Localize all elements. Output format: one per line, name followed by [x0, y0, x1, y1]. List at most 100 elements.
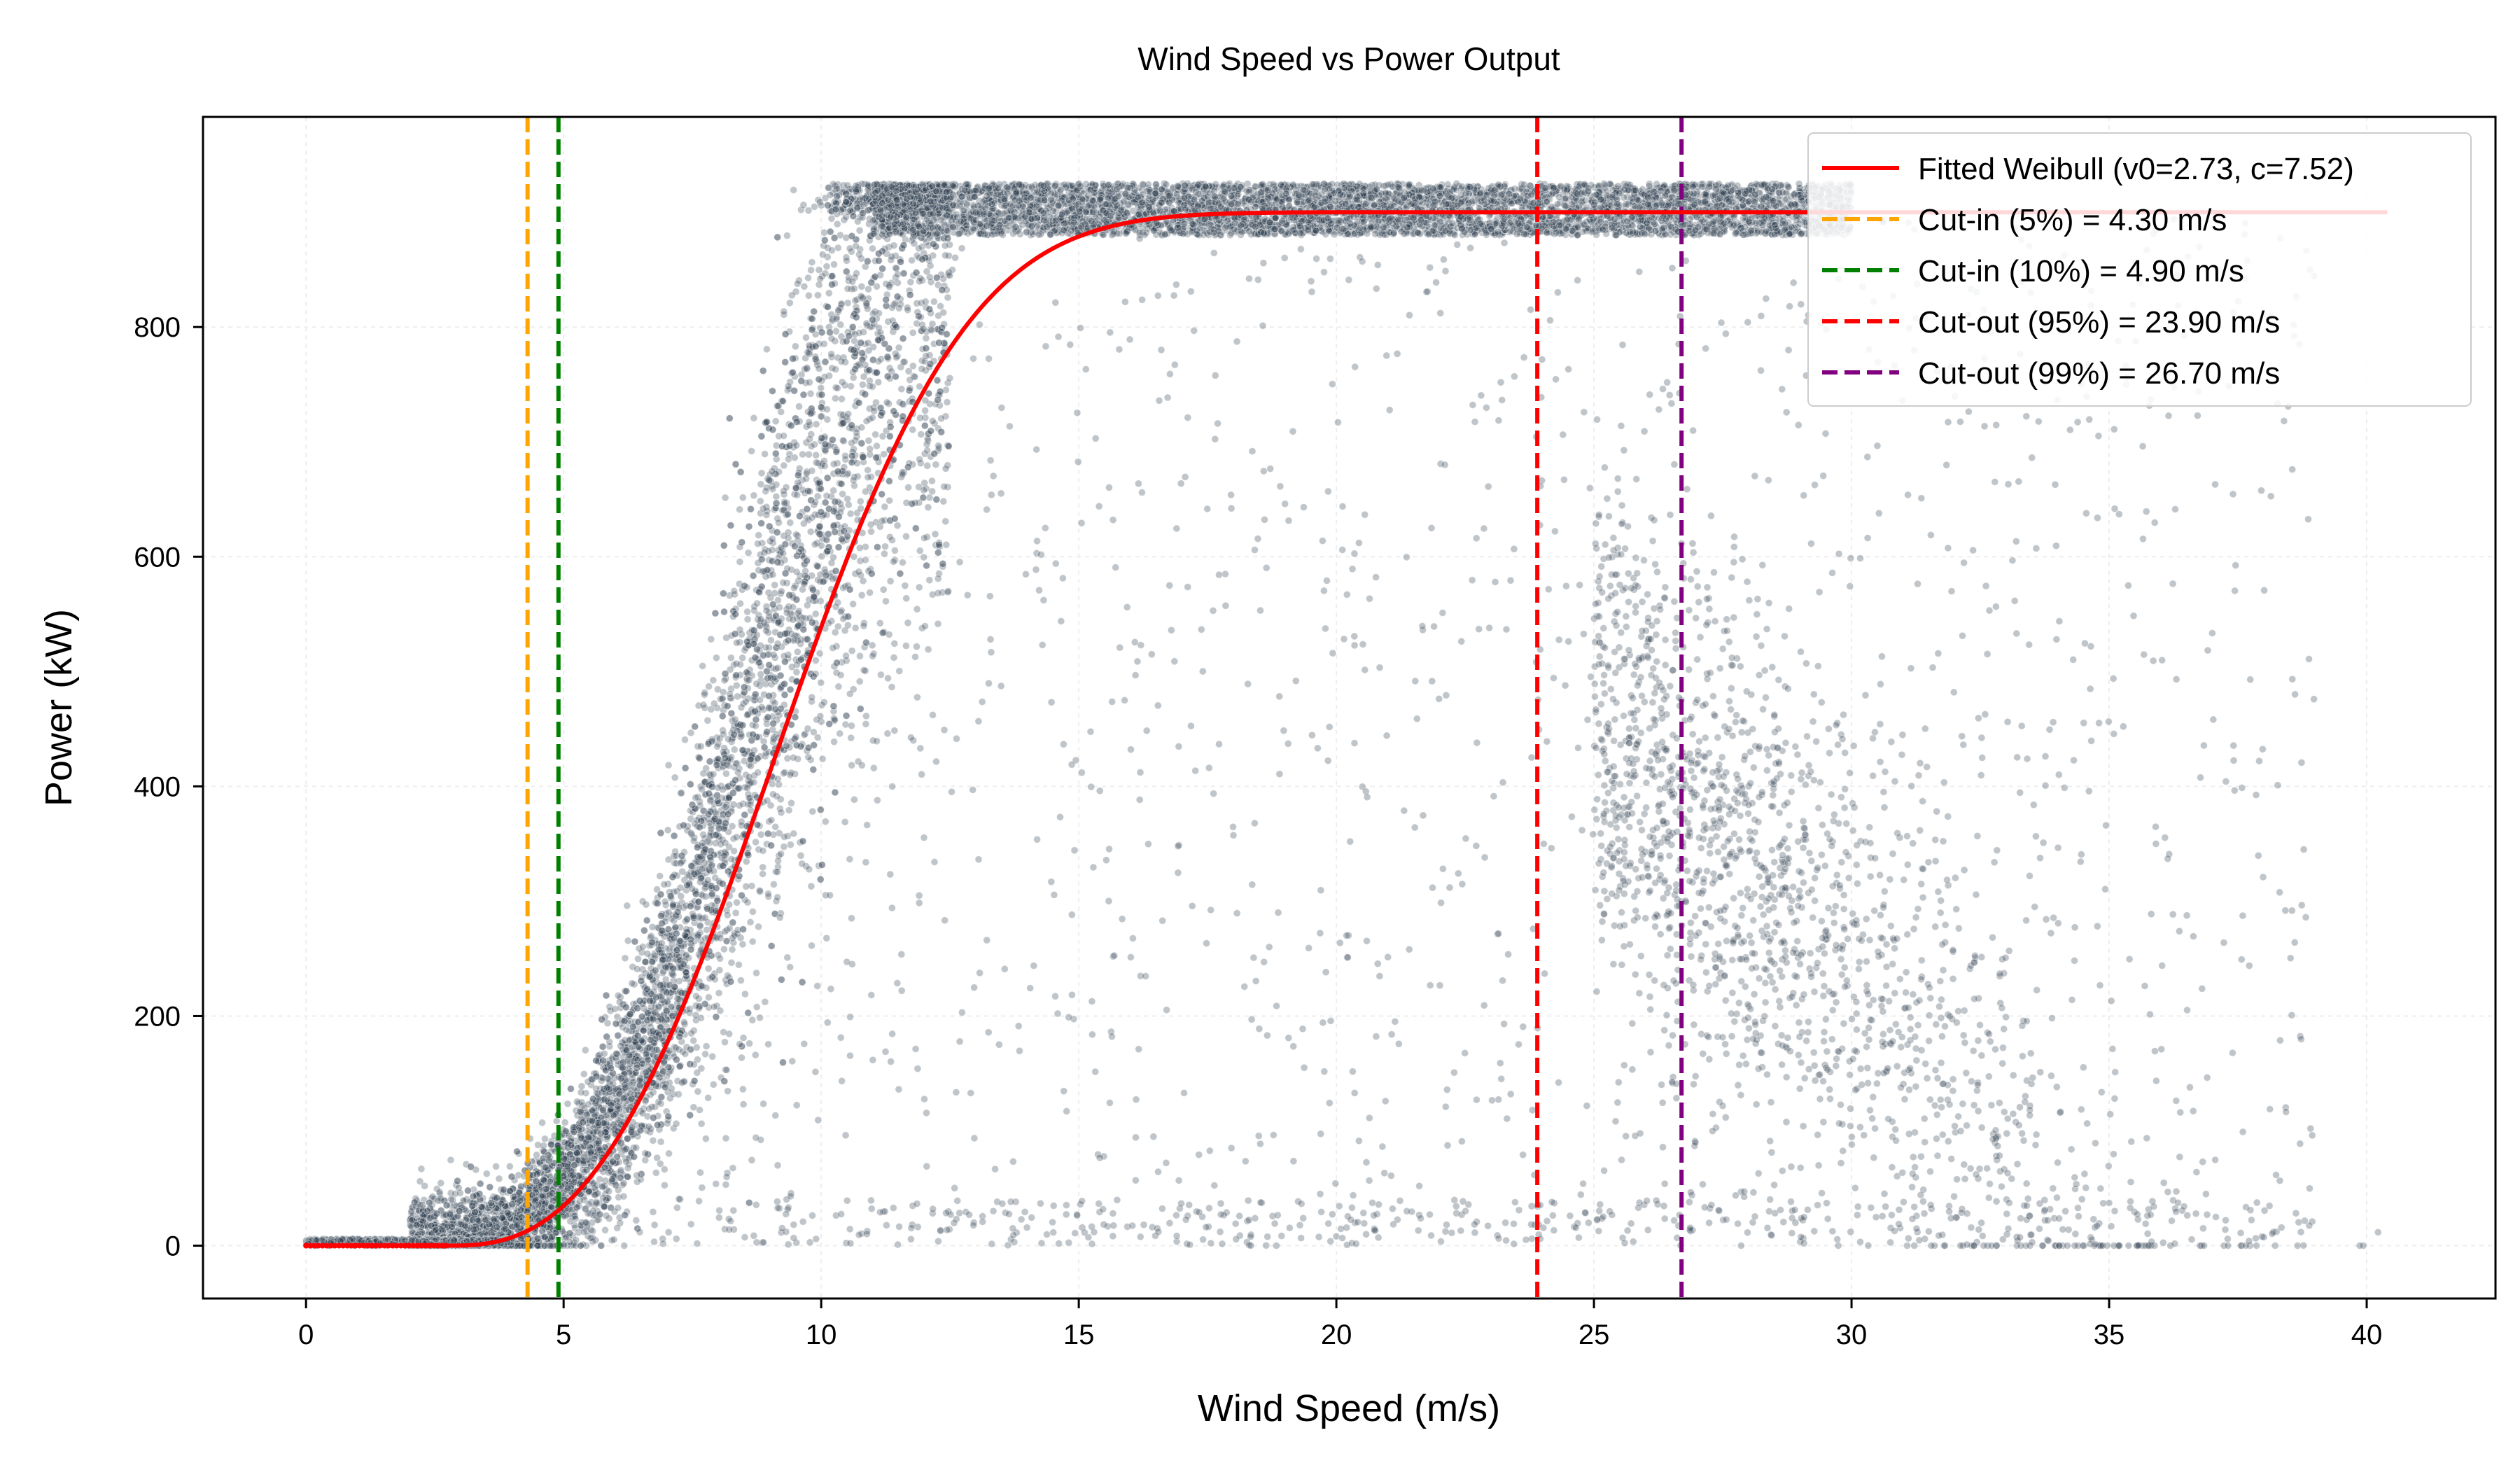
scatter-point	[544, 1198, 552, 1206]
scatter-point	[721, 669, 729, 678]
scatter-point	[774, 546, 783, 554]
scatter-point	[736, 558, 744, 566]
scatter-point	[916, 547, 924, 555]
scatter-point	[856, 497, 864, 505]
scatter-point	[817, 384, 825, 392]
scatter-point	[638, 1124, 646, 1132]
scatter-point	[725, 900, 734, 909]
scatter-point	[782, 483, 790, 491]
scatter-point	[812, 451, 820, 459]
scatter-point	[767, 566, 776, 575]
scatter-point	[915, 583, 923, 592]
scatter-point	[841, 451, 849, 460]
scatter-point	[917, 430, 925, 438]
scatter-point	[730, 587, 738, 595]
scatter-point	[447, 1195, 455, 1203]
scatter-point	[727, 654, 735, 662]
scatter-point	[699, 830, 708, 839]
scatter-point	[844, 181, 852, 190]
scatter-point	[643, 949, 652, 958]
scatter-point	[789, 753, 797, 762]
scatter-point	[788, 663, 796, 671]
scatter-point	[744, 790, 752, 798]
scatter-point	[889, 196, 897, 204]
scatter-point	[573, 1098, 581, 1106]
scatter-point	[741, 990, 749, 998]
scatter-point	[936, 197, 944, 206]
scatter-point	[853, 186, 862, 195]
scatter-point	[883, 398, 891, 407]
scatter-point	[763, 797, 771, 805]
scatter-point	[826, 547, 834, 556]
scatter-point	[769, 880, 778, 888]
scatter-point	[726, 690, 734, 698]
scatter-point	[540, 1135, 549, 1143]
scatter-point	[869, 764, 878, 772]
scatter-point	[725, 1030, 734, 1038]
scatter-point	[777, 587, 785, 596]
scatter-point	[634, 955, 642, 963]
scatter-point	[886, 283, 894, 291]
scatter-point	[738, 493, 747, 502]
scatter-point	[865, 183, 874, 190]
scatter-point	[925, 273, 934, 281]
scatter-point	[800, 731, 808, 739]
scatter-point	[614, 1032, 622, 1040]
scatter-point	[812, 458, 820, 467]
scatter-point	[666, 1094, 674, 1102]
scatter-point	[855, 226, 864, 234]
scatter-point	[823, 415, 832, 424]
scatter-point	[895, 189, 904, 197]
scatter-point	[927, 325, 935, 333]
scatter-point	[623, 902, 631, 910]
scatter-point	[709, 676, 718, 685]
scatter-point	[678, 955, 686, 964]
scatter-point	[844, 410, 853, 418]
scatter-point	[814, 526, 822, 534]
scatter-point	[661, 897, 669, 906]
scatter-point	[505, 1242, 514, 1250]
scatter-point	[674, 995, 682, 1003]
scatter-point	[805, 865, 813, 874]
scatter-point	[631, 1027, 640, 1035]
scatter-point	[861, 556, 869, 564]
scatter-point	[890, 241, 898, 250]
scatter-point	[780, 531, 788, 540]
scatter-point	[826, 891, 834, 899]
scatter-point	[694, 742, 702, 750]
scatter-point	[939, 309, 948, 316]
scatter-point	[805, 418, 813, 426]
scatter-point	[498, 1230, 506, 1238]
scatter-point	[656, 872, 664, 880]
scatter-point	[638, 1109, 647, 1117]
scatter-point	[930, 298, 938, 306]
scatter-point	[621, 954, 629, 962]
scatter-point	[945, 251, 953, 260]
scatter-point	[786, 519, 794, 527]
scatter-point	[756, 622, 764, 630]
scatter-point	[808, 571, 816, 580]
scatter-point	[659, 1077, 667, 1086]
scatter-point	[678, 789, 685, 797]
scatter-point	[560, 1230, 568, 1238]
scatter-point	[696, 742, 705, 750]
scatter-point	[435, 1188, 444, 1196]
scatter-point	[811, 540, 819, 549]
scatter-point	[767, 680, 776, 689]
scatter-point	[775, 519, 783, 527]
scatter-point	[789, 615, 797, 624]
scatter-point	[768, 467, 776, 475]
scatter-point	[615, 997, 624, 1006]
scatter-point	[752, 1003, 761, 1011]
scatter-point	[640, 1024, 649, 1032]
scatter-point	[622, 1016, 630, 1024]
scatter-point	[856, 652, 864, 660]
scatter-point	[833, 459, 841, 468]
scatter-point	[784, 455, 792, 463]
scatter-point	[662, 1016, 671, 1023]
scatter-point	[671, 774, 679, 782]
scatter-point	[867, 520, 875, 528]
scatter-point	[827, 310, 836, 318]
scatter-point	[858, 761, 866, 769]
scatter-point	[776, 603, 783, 612]
